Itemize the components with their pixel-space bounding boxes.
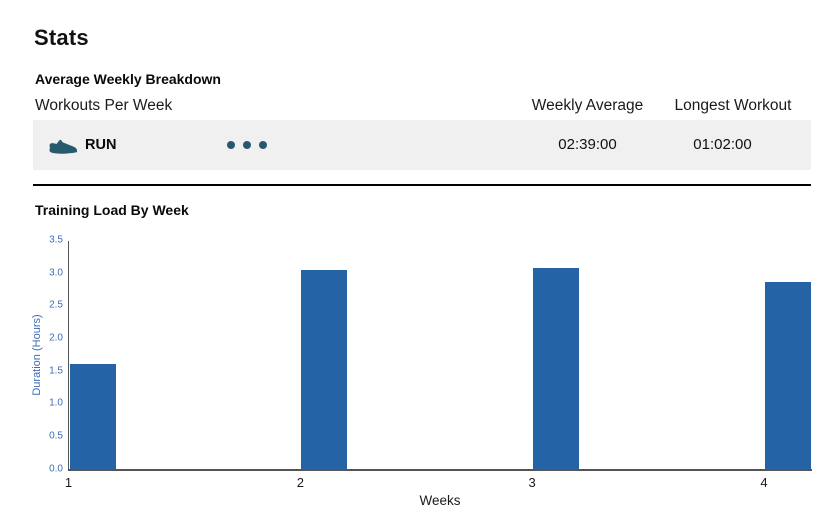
- y-axis-tick-label: 1.5: [49, 365, 63, 377]
- y-axis-tick-label: 0.5: [49, 430, 63, 442]
- run-shoe-icon: [47, 132, 79, 158]
- bar-week-2: [301, 270, 348, 470]
- x-axis-title: Weeks: [419, 493, 461, 508]
- longest-workout-value: 01:02:00: [693, 136, 752, 153]
- workout-dot: [259, 141, 267, 149]
- x-axis-line: [68, 469, 812, 471]
- column-header-workouts-per-week: Workouts Per Week: [35, 97, 173, 114]
- training-load-chart: Duration (Hours) Weeks 0.0 0.5 1.0 1.5 2.0 2.…: [0, 232, 829, 526]
- column-header-longest-workout: Longest Workout: [674, 97, 792, 114]
- y-axis-tick-label: 2.0: [49, 332, 63, 344]
- bar-week-1: [69, 364, 116, 470]
- y-axis-tick-label: 1.0: [49, 397, 63, 409]
- y-axis-title: Duration (Hours): [31, 314, 43, 396]
- x-axis-tick-label: 3: [528, 475, 536, 490]
- y-axis-tick-label: 0.0: [49, 463, 63, 475]
- y-axis-line: [68, 241, 69, 470]
- x-axis-tick-label: 2: [296, 475, 304, 490]
- breakdown-section-title: Average Weekly Breakdown: [35, 71, 221, 87]
- weekly-average-value: 02:39:00: [558, 136, 617, 153]
- x-axis-tick-label: 4: [760, 475, 768, 490]
- y-axis-tick-label: 2.5: [49, 299, 63, 311]
- workout-dot: [243, 141, 251, 149]
- table-row-run[interactable]: RUN 02:39:00 01:02:00: [33, 120, 811, 170]
- y-axis-tick-label: 3.0: [49, 267, 63, 278]
- training-load-section-title: Training Load By Week: [35, 202, 189, 218]
- column-header-weekly-average: Weekly Average: [531, 97, 644, 114]
- page-title: Stats: [34, 24, 89, 50]
- x-axis-tick-label: 1: [64, 475, 73, 490]
- bar-week-4: [765, 281, 811, 470]
- section-divider: [33, 184, 811, 186]
- bar-week-3: [533, 268, 580, 470]
- workouts-per-week-dots: [227, 141, 267, 149]
- y-axis-tick-label: 3.5: [49, 234, 63, 246]
- workout-dot: [227, 141, 235, 149]
- activity-label: RUN: [85, 137, 117, 153]
